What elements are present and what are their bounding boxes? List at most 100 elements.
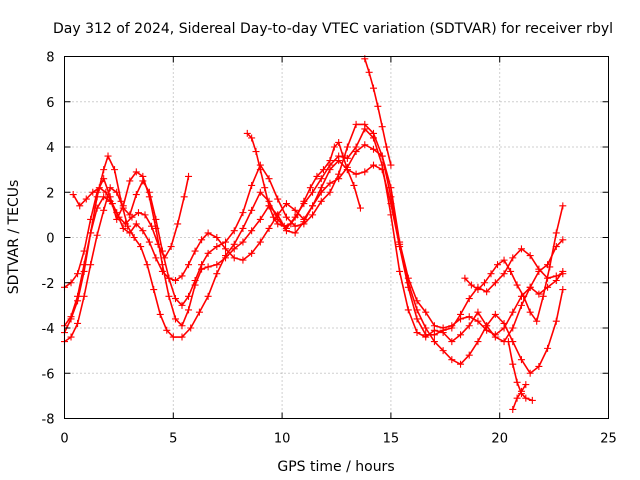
data-point	[422, 324, 430, 332]
data-point	[306, 184, 314, 192]
data-point	[352, 120, 360, 128]
data-point	[137, 243, 145, 251]
data-point	[509, 405, 517, 413]
data-point	[167, 243, 175, 251]
data-point	[111, 166, 119, 174]
data-point	[396, 243, 404, 251]
data-point	[185, 172, 193, 180]
data-point	[517, 356, 525, 364]
series-track-3	[61, 120, 567, 377]
data-point	[80, 292, 88, 300]
x-tick-label: 10	[274, 432, 291, 447]
series-track-1	[61, 125, 567, 346]
data-point	[239, 238, 247, 246]
data-point	[76, 202, 84, 210]
series-line	[63, 159, 564, 336]
data-point	[204, 229, 212, 237]
x-tick-label: 0	[60, 432, 68, 447]
data-point	[448, 338, 456, 346]
data-point	[130, 234, 138, 241]
data-point	[265, 175, 273, 183]
data-point	[539, 292, 547, 300]
data-point	[300, 215, 308, 223]
data-point	[191, 247, 199, 255]
data-point	[291, 222, 299, 230]
x-axis-label: GPS time / hours	[277, 459, 394, 475]
data-point	[513, 281, 521, 289]
data-point	[507, 267, 515, 275]
data-point	[343, 166, 351, 174]
data-point	[509, 254, 517, 262]
data-point	[326, 179, 334, 187]
data-point	[256, 238, 264, 246]
data-point	[67, 313, 75, 321]
data-point	[158, 261, 166, 269]
data-point	[500, 256, 508, 264]
data-point	[361, 141, 369, 149]
data-point	[248, 249, 256, 257]
data-point	[535, 265, 543, 273]
data-point	[526, 283, 534, 291]
data-point	[195, 308, 203, 316]
data-point	[287, 220, 295, 228]
data-point	[544, 344, 552, 352]
data-point	[448, 324, 456, 332]
data-point	[171, 315, 179, 323]
data-point	[533, 317, 541, 325]
data-point	[171, 276, 179, 284]
data-point	[374, 102, 382, 110]
data-point	[309, 211, 317, 219]
data-point	[317, 197, 325, 205]
data-point	[274, 211, 282, 219]
data-point	[132, 220, 140, 228]
data-point	[185, 306, 193, 314]
data-point	[171, 295, 179, 303]
data-point	[369, 129, 377, 137]
data-point	[265, 202, 273, 210]
data-point	[430, 331, 438, 339]
data-point	[174, 220, 182, 228]
data-point	[422, 331, 430, 339]
y-tick-label: -4	[42, 322, 55, 337]
data-point	[430, 322, 438, 330]
data-point	[158, 267, 166, 275]
data-point	[439, 347, 447, 355]
data-point	[378, 123, 386, 131]
x-tick-label: 5	[169, 432, 177, 447]
data-point	[269, 213, 277, 221]
y-tick-label: 6	[46, 96, 54, 111]
data-point	[491, 310, 499, 318]
data-point	[102, 188, 110, 196]
data-point	[552, 272, 560, 280]
data-point	[413, 329, 421, 337]
data-point	[465, 295, 473, 303]
data-point	[291, 229, 299, 237]
data-point	[280, 222, 288, 230]
data-point	[559, 236, 567, 244]
data-point	[559, 202, 567, 210]
data-point	[378, 152, 386, 160]
data-point	[154, 240, 162, 248]
data-point	[517, 245, 525, 253]
data-point	[387, 161, 395, 169]
data-point	[69, 191, 77, 199]
data-point	[74, 319, 82, 327]
y-tick-label: 8	[46, 51, 54, 66]
data-point	[326, 166, 334, 174]
data-point	[526, 252, 534, 260]
data-point	[265, 224, 273, 232]
data-point	[204, 292, 212, 300]
data-point	[87, 229, 95, 237]
data-point	[248, 227, 256, 235]
data-point	[95, 184, 103, 192]
data-point	[309, 202, 317, 210]
data-point	[467, 281, 475, 289]
data-point	[274, 195, 282, 203]
data-point	[163, 326, 171, 334]
data-point	[509, 308, 517, 316]
y-tick-label: 0	[46, 232, 54, 247]
data-point	[361, 168, 369, 176]
data-point	[343, 143, 351, 151]
data-point	[148, 222, 156, 230]
data-point	[330, 143, 338, 151]
